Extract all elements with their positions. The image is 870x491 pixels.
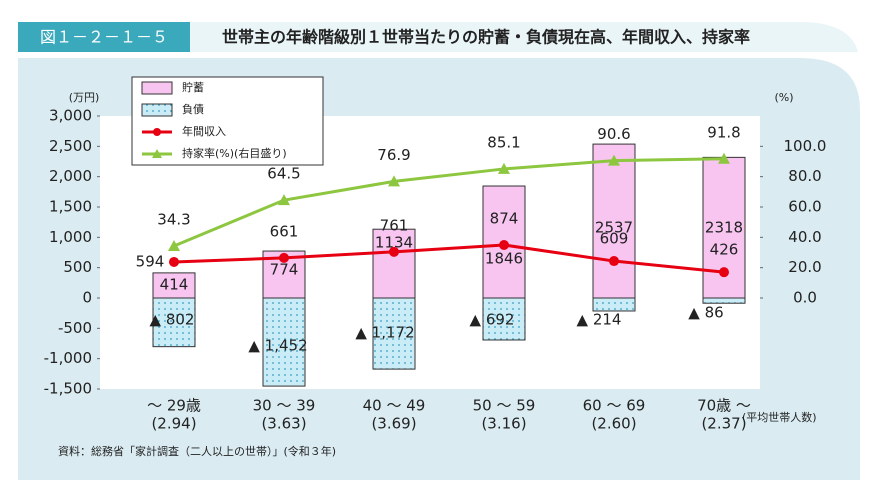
source: 資料：総務省「家計調査（二人以上の世帯）」(令和３年) xyxy=(58,444,336,458)
line xyxy=(173,157,725,248)
value-label: ▲ 1,452 xyxy=(248,337,307,355)
y-tick-label: 0 xyxy=(82,289,92,307)
value-label: 426 xyxy=(710,241,739,259)
value-label: 1134 xyxy=(375,234,413,252)
value-label: 774 xyxy=(270,261,299,279)
x-tick-label: 60 ～ 69 xyxy=(583,397,646,415)
marker xyxy=(388,175,400,187)
legend-swatch xyxy=(141,103,173,117)
household-size: (2.37) xyxy=(701,415,746,433)
marker xyxy=(279,252,289,263)
value-label: 609 xyxy=(600,230,629,248)
y-tick-label: 1,500 xyxy=(49,198,92,216)
y2-tick-label: 60.0 xyxy=(788,198,821,216)
household-size: (3.69) xyxy=(371,415,416,433)
legend-label: 貯蓄 xyxy=(182,81,204,94)
value-label: 414 xyxy=(160,276,189,294)
y2-tick-label: 20.0 xyxy=(788,258,821,276)
value-label: 90.6 xyxy=(597,125,630,143)
y-tick-label: 2,500 xyxy=(49,137,92,155)
x-tick-label: ～ 29歳 xyxy=(147,397,201,415)
household-size: (3.63) xyxy=(261,415,306,433)
value-label: 1846 xyxy=(485,250,523,268)
value-label: ▲ 1,172 xyxy=(355,324,414,342)
y2-tick-label: 0.0 xyxy=(793,289,817,307)
bar xyxy=(592,297,636,312)
household-size: (3.16) xyxy=(481,415,526,433)
legend-swatch xyxy=(141,81,173,95)
y-tick-label: -1,000 xyxy=(44,349,92,367)
household-size-label: (平均世帯人数) xyxy=(742,411,817,424)
value-label: 91.8 xyxy=(707,123,740,141)
marker xyxy=(278,194,290,206)
legend-label: 負債 xyxy=(182,102,204,116)
legend-swatch xyxy=(153,128,161,136)
value-label: 64.5 xyxy=(267,165,300,183)
legend-swatch xyxy=(152,149,162,158)
bar xyxy=(372,297,416,370)
y2-tick-label: 40.0 xyxy=(788,228,821,246)
legend-label: 年間収入 xyxy=(182,124,226,138)
y2-unit: (%) xyxy=(774,91,793,104)
household-size: (2.60) xyxy=(591,415,636,433)
marker xyxy=(389,246,399,257)
bar xyxy=(262,297,306,387)
x-tick-label: 40 ～ 49 xyxy=(363,397,426,415)
marker xyxy=(499,239,509,250)
y-tick-label: 500 xyxy=(63,258,92,276)
value-label: 2318 xyxy=(705,219,743,237)
chart-title: 世帯主の年齢階級別１世帯当たりの貯蓄・負債現在高、年間収入、持家率 xyxy=(222,28,750,47)
bar xyxy=(152,272,196,299)
value-label: ▲ 692 xyxy=(470,311,515,329)
x-tick-label: 50 ～ 59 xyxy=(473,397,536,415)
x-tick-label: 30 ～ 39 xyxy=(253,397,316,415)
value-label: 661 xyxy=(270,222,299,240)
value-label: 2537 xyxy=(595,219,633,237)
value-label: ▲ 214 xyxy=(577,311,622,329)
bar xyxy=(152,297,196,348)
figure-label: 図１－２－１－５ xyxy=(40,28,168,47)
marker xyxy=(718,152,730,164)
line xyxy=(173,243,725,274)
y-tick-label: 2,000 xyxy=(49,167,92,185)
y-tick-label: -1,500 xyxy=(44,380,92,398)
header-band xyxy=(18,22,858,52)
value-label: ▲ 86 xyxy=(688,304,723,322)
y2-tick-label: 100.0 xyxy=(784,137,827,155)
y2-tick-label: 80.0 xyxy=(788,167,821,185)
value-label: 85.1 xyxy=(487,133,520,151)
legend-label: 持家率(%)(右目盛り) xyxy=(182,146,287,160)
marker xyxy=(719,267,729,278)
figure-label-box xyxy=(18,22,190,52)
household-size: (2.94) xyxy=(151,415,196,433)
value-label: 594 xyxy=(136,252,165,270)
value-label: 76.9 xyxy=(377,146,410,164)
y-unit: (万円) xyxy=(69,91,100,104)
legend xyxy=(131,76,324,166)
marker xyxy=(608,154,620,166)
marker xyxy=(609,256,619,267)
legend-box xyxy=(131,76,324,166)
bar xyxy=(482,297,526,341)
marker xyxy=(168,239,180,251)
value-label: 34.3 xyxy=(157,210,190,228)
value-label: 874 xyxy=(490,209,519,227)
y-tick-label: -500 xyxy=(58,319,92,337)
marker xyxy=(169,256,179,267)
bar xyxy=(592,143,636,299)
value-label: ▲ 802 xyxy=(150,311,195,329)
marker xyxy=(498,162,510,174)
x-tick-label: 70歳 ～ xyxy=(697,397,751,415)
value-label: 761 xyxy=(380,216,409,234)
bar xyxy=(702,297,746,304)
bar xyxy=(372,228,416,299)
y-tick-label: 1,000 xyxy=(49,228,92,246)
y-tick-label: 3,000 xyxy=(49,107,92,125)
